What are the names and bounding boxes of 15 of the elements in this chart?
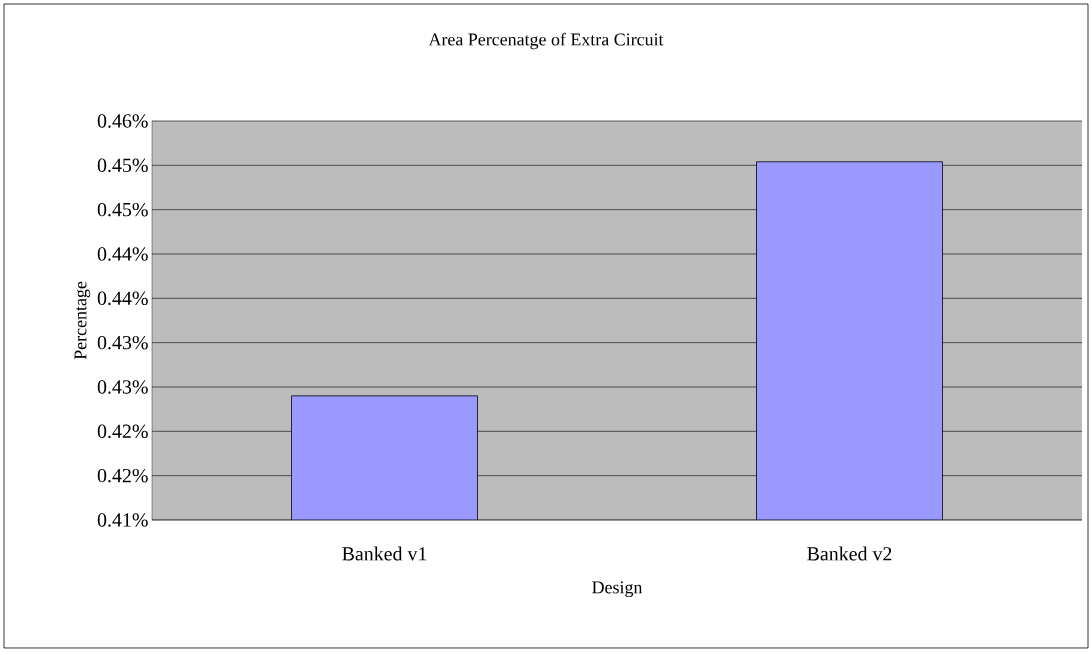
y-tick-label: 0.45%	[97, 158, 148, 173]
y-tick-label: 0.43%	[97, 380, 148, 394]
y-tick-label: 0.46%	[97, 114, 148, 128]
y-tick-label: 0.44%	[97, 291, 148, 306]
y-tick-label: 0.42%	[97, 424, 148, 439]
y-tick-label: 0.41%	[97, 513, 148, 527]
y-tick-label: 0.42%	[97, 468, 148, 483]
x-axis-title: Design	[592, 581, 643, 598]
x-tick-label: Banked v1	[342, 546, 427, 561]
x-tick-label: Banked v2	[807, 546, 892, 561]
y-axis-title: Percentage	[74, 281, 91, 360]
y-tick-label: 0.43%	[97, 335, 148, 350]
y-tick-label: 0.45%	[97, 202, 148, 217]
chart-title: Area Percenatge of Extra Circuit	[428, 32, 664, 50]
y-tick-label: 0.44%	[97, 247, 148, 261]
